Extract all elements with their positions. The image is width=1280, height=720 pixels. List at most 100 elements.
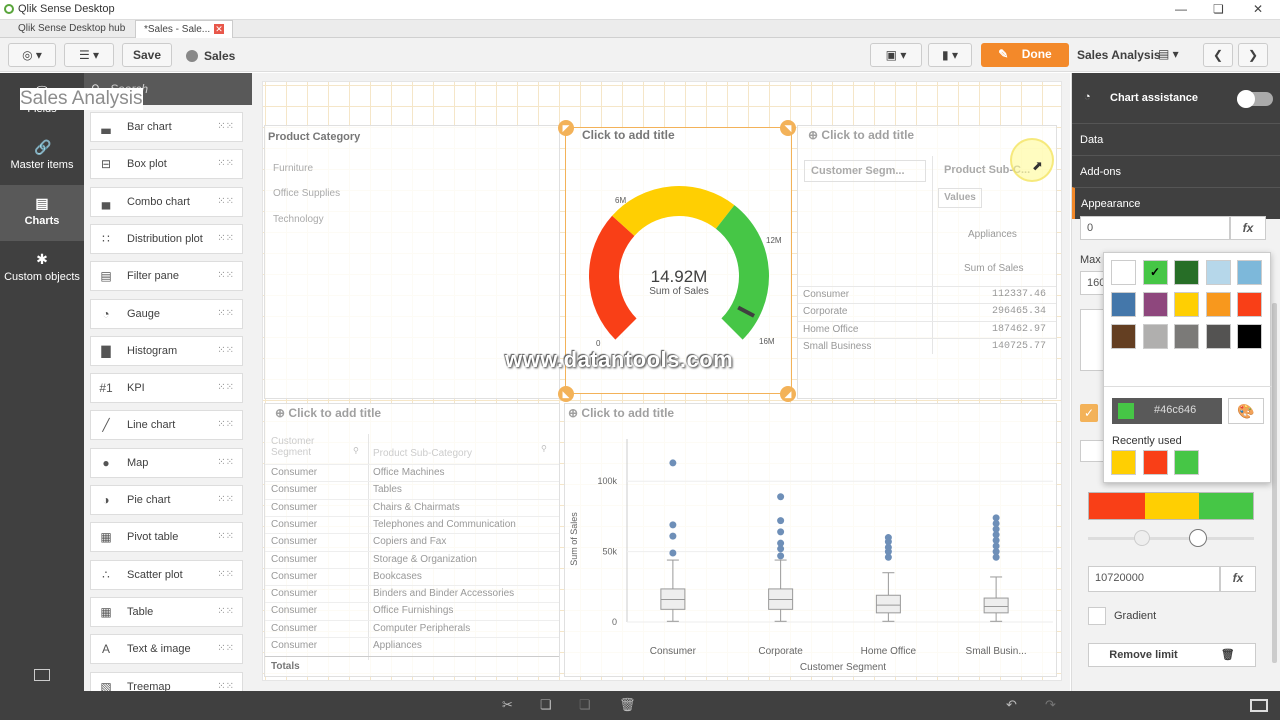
sheet-name[interactable]: Sales Analysis xyxy=(1077,48,1161,62)
scrollbar[interactable] xyxy=(1272,303,1277,663)
chart-item-kpi[interactable]: #1 KPI ⁙⁙ xyxy=(90,373,243,404)
remove-limit-button[interactable]: Remove limit 🗑 xyxy=(1088,643,1256,667)
table-add-title[interactable]: ⊕ Click to add title xyxy=(275,406,381,420)
limit-value-input[interactable]: 10720000 xyxy=(1088,566,1220,592)
table-row[interactable]: Consumer Chairs & Chairmats xyxy=(265,498,559,516)
chart-item-gauge[interactable]: ◔ Gauge ⁙⁙ xyxy=(90,298,243,329)
limit-slider-track[interactable] xyxy=(1088,537,1254,540)
box-plot-object[interactable]: ⊕ Click to add title Sum of Sales Custom… xyxy=(564,403,1057,677)
min-value-input[interactable]: 0 xyxy=(1080,216,1230,240)
drag-handle-icon[interactable]: ⁙⁙ xyxy=(217,568,234,580)
chart-item-box-plot[interactable]: ⊟ Box plot ⁙⁙ xyxy=(90,149,243,180)
filter-item[interactable]: Office Supplies xyxy=(273,188,341,199)
drag-handle-icon[interactable]: ⁙⁙ xyxy=(217,456,234,468)
chart-item-filter-pane[interactable]: ▤ Filter pane ⁙⁙ xyxy=(90,261,243,292)
pivot-dim1[interactable]: Customer Segm... xyxy=(804,160,926,182)
table-row[interactable]: Consumer Computer Peripherals xyxy=(265,619,559,637)
drag-handle-icon[interactable]: ⁙⁙ xyxy=(217,158,234,170)
save-button[interactable]: Save xyxy=(122,43,172,67)
section-appearance[interactable]: Appearance xyxy=(1072,187,1280,219)
color-swatch[interactable] xyxy=(1205,324,1231,349)
chart-item-combo-chart[interactable]: ▄ Combo chart ⁙⁙ xyxy=(90,186,243,217)
next-sheet-button[interactable]: ❯ xyxy=(1238,43,1268,67)
chart-assistance-toggle[interactable] xyxy=(1237,90,1273,108)
delete-icon[interactable]: 🗑 xyxy=(619,697,636,712)
color-swatch[interactable] xyxy=(1237,292,1262,317)
color-swatch[interactable] xyxy=(1174,324,1199,349)
color-swatch[interactable] xyxy=(1174,292,1199,317)
section-addons[interactable]: Add-ons xyxy=(1072,155,1280,187)
nav-master-items[interactable]: 🔗 Master items xyxy=(0,129,84,185)
color-swatch[interactable] xyxy=(1111,324,1136,349)
drag-handle-icon[interactable]: ⁙⁙ xyxy=(217,680,234,692)
drag-handle-icon[interactable]: ⁙⁙ xyxy=(217,232,234,244)
search-icon[interactable]: ⚲ xyxy=(353,446,359,455)
chart-item-histogram[interactable]: ▇ Histogram ⁙⁙ xyxy=(90,335,243,366)
undo-icon[interactable]: ↶ xyxy=(1006,697,1017,712)
filter-item[interactable]: Technology xyxy=(273,214,324,225)
redo-icon[interactable]: ↷ xyxy=(1045,697,1056,712)
color-swatch[interactable] xyxy=(1111,260,1136,285)
resize-handle-icon[interactable]: ◣ xyxy=(558,386,574,402)
table-row[interactable]: Consumer Appliances xyxy=(265,637,559,654)
navigation-menu-button[interactable]: ◎ ▾ xyxy=(8,43,56,67)
pivot-row[interactable]: Small Business 140725.77 xyxy=(798,337,1056,355)
prev-sheet-button[interactable]: ❮ xyxy=(1203,43,1233,67)
min-fx-button[interactable]: fx xyxy=(1230,216,1266,240)
table-row[interactable]: Consumer Binders and Binder Accessories xyxy=(265,585,559,602)
nav-charts[interactable]: ▤ Charts xyxy=(0,185,84,241)
maximize-icon[interactable]: ❏ xyxy=(1213,2,1224,16)
chart-item-pie-chart[interactable]: ◑ Pie chart ⁙⁙ xyxy=(90,485,243,515)
paste-icon[interactable]: ❏ xyxy=(579,697,591,712)
chart-item-scatter-plot[interactable]: ∴ Scatter plot ⁙⁙ xyxy=(90,559,243,590)
close-icon[interactable]: ✕ xyxy=(1253,2,1264,16)
pivot-add-title[interactable]: ⊕ Click to add title xyxy=(808,128,914,142)
filter-item[interactable]: Furniture xyxy=(273,163,314,174)
segment-yellow[interactable] xyxy=(1145,493,1200,519)
drag-handle-icon[interactable]: ⁙⁙ xyxy=(217,344,234,356)
tab-hub[interactable]: Qlik Sense Desktop hub xyxy=(18,23,126,34)
bookmark-button[interactable]: ▮ ▾ xyxy=(928,43,972,67)
checkbox-use-segments[interactable]: ✓ xyxy=(1080,404,1098,422)
pivot-dim2[interactable]: Product Sub-C... xyxy=(944,164,1031,176)
table-col2-header[interactable]: Product Sub-Category xyxy=(373,448,472,459)
copy-icon[interactable]: ❏ xyxy=(540,697,552,712)
table-row[interactable]: Consumer Office Machines xyxy=(265,464,559,481)
color-swatch[interactable] xyxy=(1237,324,1262,349)
chart-item-line-chart[interactable]: ╱ Line chart ⁙⁙ xyxy=(90,410,243,441)
gauge-object[interactable]: Click to add title 14.92M Sum of Sales 0… xyxy=(565,127,792,394)
nav-custom-objects[interactable]: ✱ Custom objects xyxy=(0,241,84,297)
drag-handle-icon[interactable]: ⁙⁙ xyxy=(217,195,234,207)
present-button[interactable]: ▣ ▾ xyxy=(870,43,922,67)
table-row[interactable]: Consumer Copiers and Fax xyxy=(265,533,559,550)
drag-handle-icon[interactable]: ⁙⁙ xyxy=(217,643,234,655)
pivot-values-chip[interactable]: Values xyxy=(938,188,982,208)
cut-icon[interactable]: ✂ xyxy=(502,697,513,712)
chart-item-pivot-table[interactable]: ▦ Pivot table ⁙⁙ xyxy=(90,522,243,553)
boxplot-add-title[interactable]: ⊕ Click to add title xyxy=(568,406,674,420)
section-data[interactable]: Data xyxy=(1072,123,1280,155)
done-button[interactable]: ✎ Done xyxy=(981,43,1069,67)
slider-handle-2[interactable] xyxy=(1189,529,1207,547)
color-swatch[interactable] xyxy=(1111,292,1136,317)
resize-handle-icon[interactable]: ◥ xyxy=(780,120,796,136)
chart-item-map[interactable]: ● Map ⁙⁙ xyxy=(90,447,243,478)
drag-handle-icon[interactable]: ⁙⁙ xyxy=(217,270,234,282)
pivot-row[interactable]: Consumer 112337.46 xyxy=(798,286,1056,303)
color-swatch[interactable] xyxy=(1237,260,1262,285)
list-menu-button[interactable]: ☰ ▾ xyxy=(64,43,114,67)
filter-pane[interactable]: Product Category Furniture Office Suppli… xyxy=(264,125,560,399)
color-swatch[interactable] xyxy=(1142,324,1168,349)
drag-handle-icon[interactable]: ⁙⁙ xyxy=(217,307,234,319)
drag-handle-icon[interactable]: ⁙⁙ xyxy=(217,121,234,132)
drag-handle-icon[interactable]: ⁙⁙ xyxy=(217,382,234,394)
segment-red[interactable] xyxy=(1089,493,1146,519)
segment-green[interactable] xyxy=(1199,493,1253,519)
drag-handle-icon[interactable]: ⁙⁙ xyxy=(217,494,234,505)
table-row[interactable]: Consumer Storage & Organization xyxy=(265,550,559,568)
drag-handle-icon[interactable]: ⁙⁙ xyxy=(217,531,234,543)
tab-sales[interactable]: *Sales - Sale... xyxy=(135,20,233,38)
table-object[interactable]: ⊕ Click to add title Customer Segment ⚲ … xyxy=(264,403,560,677)
color-swatch[interactable] xyxy=(1174,260,1199,285)
recent-color-swatch[interactable] xyxy=(1142,450,1168,475)
